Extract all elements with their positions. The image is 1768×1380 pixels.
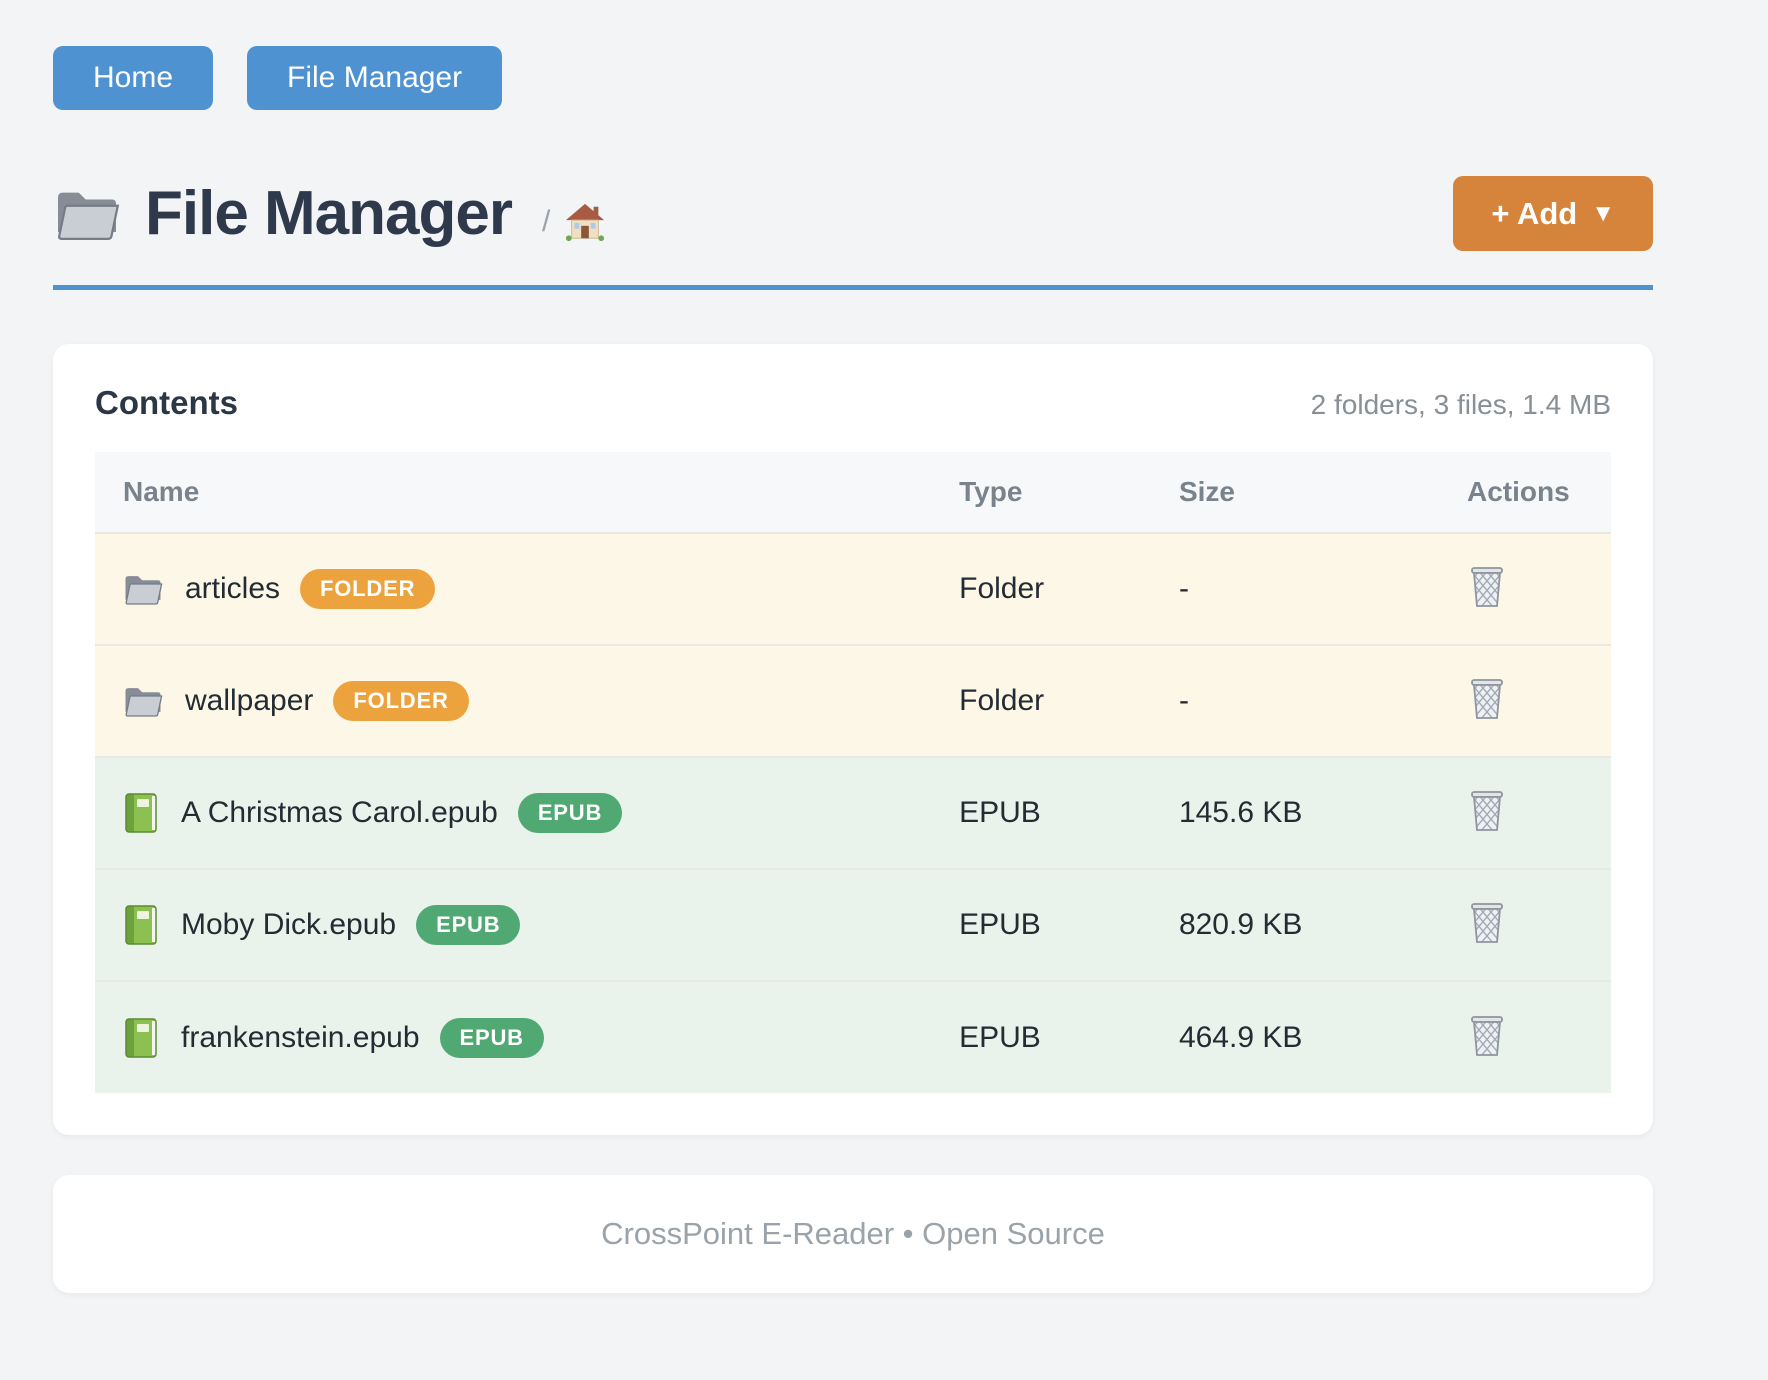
wastebasket-icon bbox=[1467, 785, 1507, 833]
green-book-icon bbox=[123, 792, 159, 834]
delete-button[interactable] bbox=[1467, 1010, 1507, 1058]
contents-card-header: Contents 2 folders, 3 files, 1.4 MB bbox=[95, 384, 1611, 422]
folder-badge: FOLDER bbox=[300, 569, 436, 609]
top-nav: Home File Manager bbox=[53, 0, 1653, 110]
file-name-cell[interactable]: wallpaper FOLDER bbox=[123, 681, 959, 721]
table-header-row: Name Type Size Actions bbox=[95, 452, 1611, 533]
file-name-cell[interactable]: articles FOLDER bbox=[123, 569, 959, 609]
file-table: Name Type Size Actions articles FOLDER bbox=[95, 452, 1611, 1093]
folder-icon bbox=[53, 185, 121, 243]
folder-badge: FOLDER bbox=[333, 681, 469, 721]
file-size: 464.9 KB bbox=[1178, 981, 1467, 1093]
file-name: articles bbox=[185, 572, 281, 605]
file-name-cell[interactable]: frankenstein.epub EPUB bbox=[123, 1017, 959, 1059]
folder-icon bbox=[123, 571, 163, 607]
file-size: 820.9 KB bbox=[1178, 869, 1467, 981]
page-title: File Manager bbox=[145, 178, 513, 248]
epub-badge: EPUB bbox=[517, 793, 623, 833]
file-type: Folder bbox=[959, 645, 1179, 757]
file-name: wallpaper bbox=[185, 684, 314, 717]
file-type: EPUB bbox=[959, 869, 1179, 981]
contents-summary: 2 folders, 3 files, 1.4 MB bbox=[1310, 389, 1611, 420]
column-header-name: Name bbox=[95, 452, 960, 533]
column-header-size: Size bbox=[1178, 452, 1467, 533]
footer-text: CrossPoint E-Reader • Open Source bbox=[601, 1216, 1105, 1251]
folder-icon bbox=[123, 683, 163, 719]
column-header-actions: Actions bbox=[1466, 452, 1611, 533]
column-header-type: Type bbox=[959, 452, 1179, 533]
breadcrumb-separator: / bbox=[542, 204, 551, 238]
file-type: EPUB bbox=[959, 757, 1179, 869]
title-group: File Manager / bbox=[53, 178, 606, 248]
file-manager-nav-button[interactable]: File Manager bbox=[247, 46, 503, 110]
add-button-label: + Add bbox=[1491, 196, 1578, 231]
wastebasket-icon bbox=[1467, 673, 1507, 721]
wastebasket-icon bbox=[1467, 561, 1507, 609]
wastebasket-icon bbox=[1467, 1010, 1507, 1058]
delete-button[interactable] bbox=[1467, 673, 1507, 721]
table-row: articles FOLDER Folder - bbox=[95, 533, 1611, 645]
title-divider bbox=[53, 285, 1653, 290]
contents-card: Contents 2 folders, 3 files, 1.4 MB Name… bbox=[53, 344, 1653, 1135]
green-book-icon bbox=[123, 1017, 159, 1059]
house-icon[interactable] bbox=[564, 201, 606, 243]
file-name: A Christmas Carol.epub bbox=[181, 796, 498, 829]
table-row: A Christmas Carol.epub EPUB EPUB 145.6 K… bbox=[95, 757, 1611, 869]
epub-badge: EPUB bbox=[439, 1017, 544, 1058]
file-name-cell[interactable]: Moby Dick.epub EPUB bbox=[123, 904, 959, 946]
file-size: - bbox=[1178, 533, 1467, 645]
file-name: frankenstein.epub bbox=[181, 1020, 420, 1054]
home-nav-button[interactable]: Home bbox=[53, 46, 214, 110]
epub-badge: EPUB bbox=[416, 905, 521, 945]
contents-title: Contents bbox=[95, 384, 238, 421]
file-size: 145.6 KB bbox=[1178, 757, 1467, 869]
delete-button[interactable] bbox=[1467, 785, 1507, 833]
add-button[interactable]: + Add ▼ bbox=[1453, 176, 1653, 251]
caret-down-icon: ▼ bbox=[1591, 199, 1615, 227]
file-name: Moby Dick.epub bbox=[181, 908, 397, 941]
table-row: Moby Dick.epub EPUB EPUB 820.9 KB bbox=[95, 869, 1611, 981]
file-name-cell[interactable]: A Christmas Carol.epub EPUB bbox=[123, 792, 959, 834]
file-type: EPUB bbox=[959, 981, 1179, 1093]
breadcrumb: / bbox=[542, 201, 606, 243]
delete-button[interactable] bbox=[1467, 897, 1507, 945]
table-row: frankenstein.epub EPUB EPUB 464.9 KB bbox=[95, 981, 1611, 1093]
page-header: File Manager / + Add ▼ bbox=[53, 176, 1653, 251]
wastebasket-icon bbox=[1467, 897, 1507, 945]
page-container: Home File Manager File Manager / + Add ▼… bbox=[53, 0, 1653, 1293]
file-type: Folder bbox=[959, 533, 1179, 645]
file-size: - bbox=[1178, 645, 1467, 757]
green-book-icon bbox=[123, 904, 159, 946]
table-row: wallpaper FOLDER Folder - bbox=[95, 645, 1611, 757]
footer: CrossPoint E-Reader • Open Source bbox=[53, 1175, 1653, 1293]
delete-button[interactable] bbox=[1467, 561, 1507, 609]
